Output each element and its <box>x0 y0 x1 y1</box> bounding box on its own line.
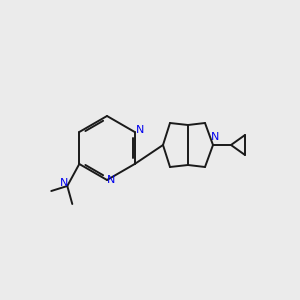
Text: N: N <box>211 132 219 142</box>
Text: N: N <box>136 125 144 135</box>
Text: N: N <box>60 178 68 188</box>
Text: N: N <box>107 175 115 185</box>
